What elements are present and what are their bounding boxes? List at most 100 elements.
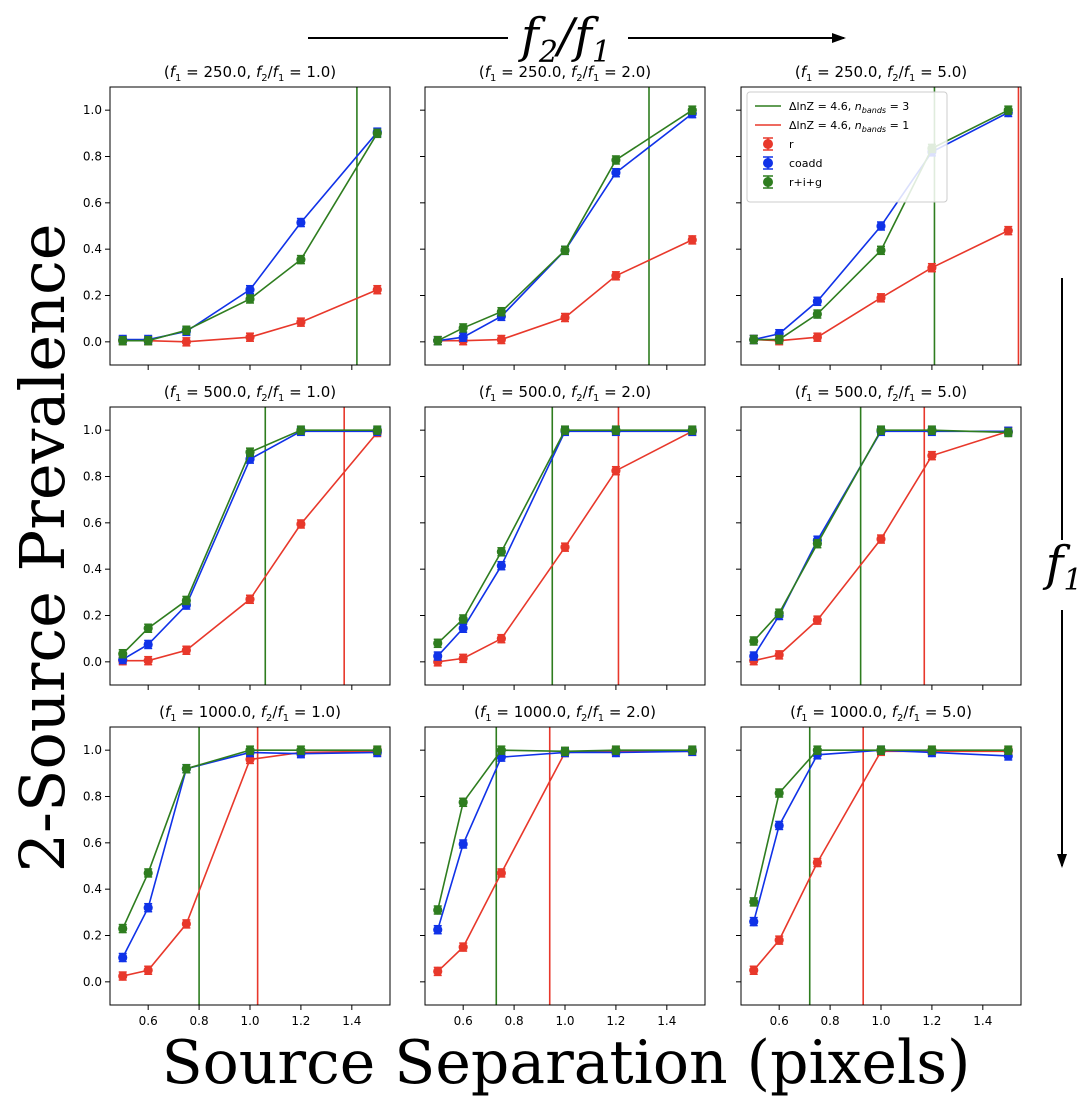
- data-point-r: [774, 650, 784, 660]
- data-point-r: [458, 653, 468, 663]
- data-point-rig: [1003, 745, 1013, 755]
- series-line-coadd: [437, 113, 693, 342]
- data-point-rig: [143, 868, 153, 878]
- panels: (f1 = 250.0, f2/f1 = 1.0) 0.0 0.2 0.4 0.6 0.8…: [83, 63, 1022, 1028]
- panel-frame: [109, 726, 391, 1006]
- data-point-r: [181, 919, 191, 929]
- y-tick-label: 0.0: [83, 975, 102, 989]
- top-label: f2/f1: [518, 8, 611, 70]
- panel-frame: [740, 86, 1022, 366]
- data-point-coadd: [876, 221, 886, 231]
- series-line-rig: [436, 749, 693, 911]
- panel-plot-area: [749, 407, 1013, 685]
- data-point-r: [560, 312, 570, 323]
- right-label: f1: [1043, 536, 1083, 598]
- y-tick-label: 0.6: [83, 516, 102, 530]
- series-line-rig: [437, 109, 693, 342]
- legend-label-coadd: coadd: [789, 157, 822, 170]
- series-line-coadd: [122, 131, 378, 341]
- data-point-rig: [812, 745, 822, 755]
- y-tick-label: 0.6: [83, 836, 102, 850]
- data-point-coadd: [749, 917, 759, 927]
- series-line-rig: [752, 749, 1009, 903]
- data-point-r: [749, 965, 759, 975]
- panel-1: (f1 = 250.0, f2/f1 = 1.0) 0.0 0.2 0.4 0.6 0.8…: [83, 63, 391, 370]
- data-point-rig: [749, 897, 759, 907]
- data-point-rig: [372, 425, 382, 435]
- x-tick-label: 1.0: [240, 1014, 259, 1028]
- x-axis-label: Source Separation (pixels): [162, 1028, 971, 1098]
- legend-label-vline3: ΔlnZ = 4.6, nbands = 3: [789, 100, 909, 115]
- x-tick-label: 1.4: [657, 1014, 676, 1028]
- data-point-rig: [143, 623, 153, 633]
- data-point-r: [245, 594, 255, 604]
- data-point-rig: [774, 334, 784, 345]
- y-tick-label: 0.4: [83, 882, 102, 896]
- data-point-rig: [372, 128, 382, 138]
- panel-title-8: (f1 = 1000.0, f2/f1 = 2.0): [474, 703, 656, 724]
- data-point-rig: [433, 336, 443, 346]
- data-point-rig: [876, 745, 886, 755]
- panel-plot-area: [118, 727, 382, 1005]
- legend-marker-coadd: [763, 158, 773, 168]
- data-point-rig: [611, 155, 621, 165]
- panel-5: (f1 = 500.0, f2/f1 = 2.0): [420, 383, 706, 690]
- data-point-rig: [496, 745, 506, 755]
- data-point-rig: [181, 764, 191, 774]
- series-line-rig: [121, 749, 378, 929]
- y-tick-label: 0.4: [83, 242, 102, 256]
- panel-plot-area: [433, 407, 697, 685]
- data-point-r: [774, 935, 784, 945]
- panel-6: (f1 = 500.0, f2/f1 = 5.0): [736, 383, 1022, 690]
- data-point-r: [812, 857, 822, 868]
- data-point-rig: [118, 649, 128, 659]
- panel-frame: [740, 406, 1022, 686]
- x-tick-label: 0.6: [139, 1014, 158, 1028]
- x-tick-label: 1.0: [555, 1014, 574, 1028]
- data-point-rig: [1003, 427, 1013, 438]
- data-point-rig: [560, 245, 570, 255]
- x-tick-label: 0.6: [454, 1014, 473, 1028]
- x-tick-label: 1.4: [342, 1014, 361, 1028]
- data-point-rig: [611, 425, 621, 435]
- data-point-r: [876, 293, 886, 303]
- series-line-r: [437, 750, 693, 972]
- legend-label-r: r: [789, 138, 794, 151]
- data-point-r: [458, 942, 468, 952]
- y-tick-label: 1.0: [83, 423, 102, 437]
- data-point-r: [496, 334, 506, 345]
- panel-title-6: (f1 = 500.0, f2/f1 = 5.0): [795, 383, 967, 404]
- y-axis-label: 2-Source Prevalence: [6, 224, 79, 873]
- panel-2: (f1 = 250.0, f2/f1 = 2.0): [420, 63, 706, 370]
- data-point-rig: [876, 245, 886, 255]
- legend-label-rig: r+i+g: [789, 176, 822, 189]
- data-point-rig: [118, 923, 128, 934]
- data-point-coadd: [245, 285, 255, 295]
- data-point-rig: [245, 745, 255, 755]
- data-point-r: [687, 235, 697, 245]
- panel-frame: [109, 406, 391, 686]
- panel-title-5: (f1 = 500.0, f2/f1 = 2.0): [479, 383, 651, 404]
- data-point-rig: [118, 336, 128, 346]
- y-tick-label: 0.0: [83, 655, 102, 669]
- data-point-coadd: [433, 651, 443, 661]
- data-point-coadd: [611, 168, 621, 178]
- y-tick-label: 0.0: [83, 335, 102, 349]
- series-line-r: [753, 750, 1009, 971]
- data-point-r: [181, 645, 191, 655]
- y-tick-label: 0.8: [83, 470, 102, 484]
- panel-8: (f1 = 1000.0, f2/f1 = 2.0) 0.6 0.8 1.0 1.2 1.…: [420, 703, 706, 1028]
- data-point-rig: [812, 309, 822, 319]
- x-tick-label: 0.6: [770, 1014, 789, 1028]
- legend-box: [746, 91, 948, 203]
- data-point-rig: [496, 547, 506, 557]
- series-line-coadd: [752, 749, 1009, 922]
- data-point-rig: [296, 745, 306, 755]
- data-point-rig: [611, 745, 621, 755]
- data-point-r: [611, 466, 621, 476]
- data-point-r: [181, 337, 191, 347]
- data-point-rig: [181, 595, 191, 606]
- panel-plot-area: [118, 407, 382, 685]
- x-tick-label: 0.8: [505, 1014, 524, 1028]
- data-point-coadd: [774, 820, 784, 831]
